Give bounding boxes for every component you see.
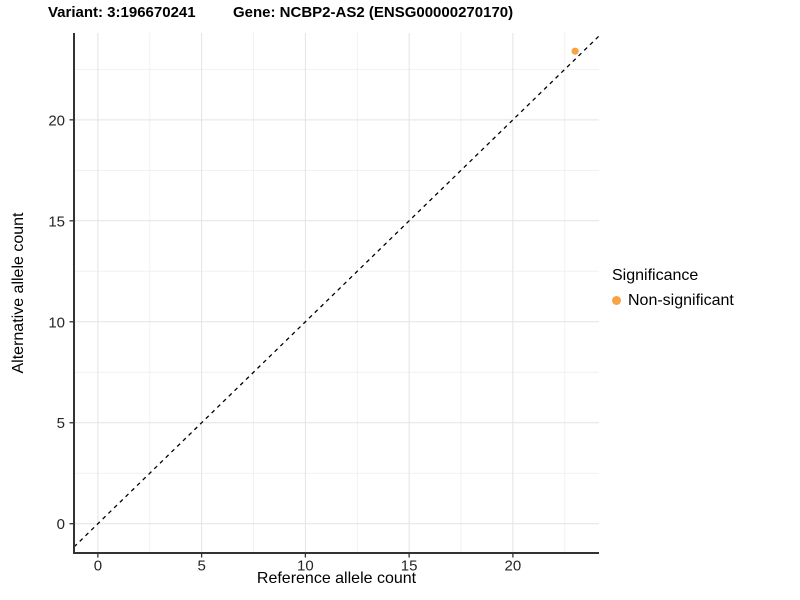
legend-title: Significance <box>612 267 699 284</box>
identity-line <box>73 35 600 548</box>
x-tick-label: 15 <box>401 558 418 575</box>
plot-panel: 0 5 10 15 20 0 5 10 15 20 <box>48 33 600 575</box>
data-point <box>571 47 579 55</box>
x-tick-label: 20 <box>505 558 522 575</box>
x-tick-label: 0 <box>94 558 102 575</box>
y-axis-title: Alternative allele count <box>10 212 27 374</box>
gene-title: Gene: NCBP2-AS2 (ENSG00000270170) <box>233 4 514 21</box>
legend: Significance Non-significant <box>612 266 734 310</box>
legend-item-non-significant: Non-significant <box>612 291 734 310</box>
x-tick-label: 5 <box>197 558 205 575</box>
legend-item-label: Non-significant <box>628 292 734 309</box>
y-tick-label: 10 <box>48 314 65 331</box>
y-tick-label: 5 <box>57 415 65 432</box>
x-axis-title: Reference allele count <box>256 570 417 587</box>
y-tick-label: 0 <box>57 516 65 533</box>
legend-point-icon <box>612 296 621 305</box>
x-tick-label: 10 <box>297 558 314 575</box>
y-tick-label: 20 <box>48 112 65 129</box>
variant-title: Variant: 3:196670241 <box>48 4 196 21</box>
plot-canvas: 0 5 10 15 20 0 5 10 15 20 <box>48 33 600 575</box>
y-tick-label: 15 <box>48 213 65 230</box>
